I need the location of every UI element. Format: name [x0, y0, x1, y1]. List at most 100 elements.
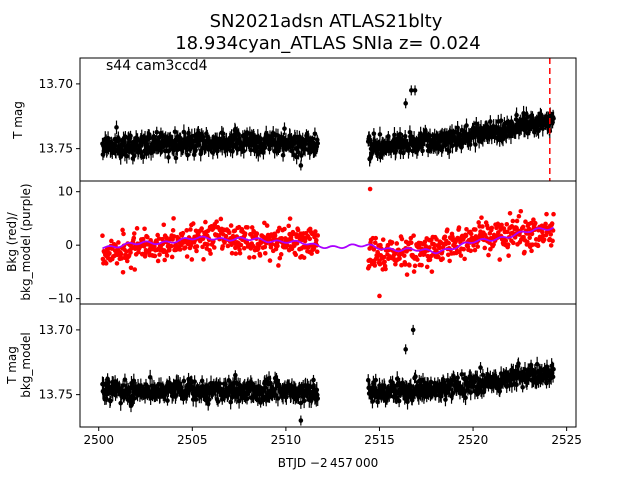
outlier-point	[412, 88, 418, 93]
y-tick-label: 10	[58, 185, 73, 199]
panel-top-ylabel: T mag	[11, 101, 25, 140]
data-point	[237, 382, 243, 388]
data-point	[520, 384, 525, 390]
data-point	[296, 393, 301, 399]
bkg-point	[505, 242, 511, 247]
bkg-point	[407, 263, 412, 268]
bkg-point	[211, 245, 217, 250]
data-point	[262, 145, 268, 150]
outlier-point	[403, 101, 408, 106]
x-tick-label: 2515	[364, 433, 395, 447]
x-axis-ticks: 2500 2505 2510 2515 2520 2525	[83, 427, 582, 447]
bkg-point	[152, 253, 158, 259]
bkg-point	[458, 253, 464, 258]
bkg-point	[251, 254, 257, 260]
data-point	[397, 131, 403, 137]
bkg-point	[264, 223, 270, 228]
bkg-point	[131, 235, 137, 241]
bkg-point	[397, 256, 402, 261]
panel-middle-background: −10 0 10 Bkg (red)/bkg_model (purple)	[5, 180, 577, 306]
bkg-point	[468, 231, 474, 237]
bkg-point	[456, 225, 462, 230]
data-point	[181, 378, 187, 384]
bkg-point	[184, 228, 189, 233]
bkg-point	[372, 240, 378, 246]
bkg-point	[415, 257, 420, 262]
bkg-point	[541, 237, 547, 242]
bkg-point	[504, 229, 510, 235]
data-point	[154, 129, 160, 135]
bkg-point	[164, 253, 170, 258]
bkg-point	[503, 238, 509, 244]
data-point	[220, 131, 226, 136]
data-point	[138, 150, 144, 156]
bkg-point	[549, 221, 555, 226]
bkg-point	[529, 231, 535, 237]
bkg-point	[307, 236, 313, 242]
bkg-point	[472, 247, 478, 253]
data-point	[514, 382, 519, 388]
bkg-point	[471, 243, 476, 248]
bkg-point	[214, 219, 219, 224]
bkg-point	[142, 226, 147, 232]
chart-title-line2: 18.934cyan_ATLAS SNIa z= 0.024	[175, 33, 481, 54]
y-tick-label: 0	[65, 238, 73, 252]
bkg-point	[437, 245, 442, 251]
bkg-point	[237, 247, 242, 252]
data-point	[373, 377, 379, 383]
bkg-point	[220, 244, 226, 249]
bkg-point	[473, 227, 478, 232]
data-point	[116, 137, 122, 143]
bkg-point	[548, 232, 554, 237]
bkg-point	[295, 227, 301, 233]
data-point	[550, 374, 556, 380]
data-point	[401, 150, 406, 156]
bkg-point	[446, 240, 452, 246]
panel-bottom-frame	[79, 303, 577, 428]
bkg-point	[170, 228, 176, 233]
bkg-point	[311, 246, 317, 251]
bkg-point	[194, 244, 200, 249]
bkg-point	[184, 254, 190, 259]
bkg-point	[116, 240, 121, 245]
data-point	[193, 147, 198, 153]
bkg-point	[504, 221, 510, 227]
outlier-point	[377, 293, 382, 299]
data-point	[289, 148, 295, 154]
outlier-point	[403, 347, 408, 352]
bkg-point	[140, 236, 146, 242]
bkg-point	[254, 231, 260, 236]
bkg-point	[242, 231, 248, 236]
bkg-point	[177, 247, 183, 252]
bkg-point	[543, 221, 548, 227]
bkg-point	[226, 230, 232, 236]
bkg-point	[424, 264, 430, 270]
bkg-point	[247, 255, 252, 260]
y-tick-label: 13.75	[39, 388, 73, 402]
bkg-point	[510, 218, 516, 224]
data-point	[551, 116, 556, 121]
data-point	[275, 396, 281, 401]
bkg-point	[528, 220, 534, 226]
bkg-point	[412, 263, 418, 269]
bkg-point	[394, 241, 400, 246]
bkg-point	[205, 242, 211, 247]
data-point	[147, 135, 153, 141]
bkg-point	[488, 246, 493, 252]
ylabel-line: bkg_model (purple)	[19, 183, 33, 300]
bkg-point	[229, 250, 235, 256]
data-point	[282, 126, 287, 131]
panel-middle-y-ticks: −10 0 10	[48, 185, 80, 306]
data-point	[280, 152, 286, 158]
bkg-point	[134, 226, 140, 231]
bkg-point	[188, 227, 193, 232]
bkg-point	[393, 261, 398, 267]
bkg-point	[118, 251, 124, 257]
data-point	[312, 131, 318, 137]
bkg-point	[531, 217, 536, 223]
ylabel-line: bkg_model	[19, 332, 33, 398]
bkg-point	[237, 250, 243, 256]
bkg-point	[201, 257, 206, 262]
y-tick-label: 13.70	[39, 323, 73, 337]
bkg-point	[476, 220, 481, 225]
